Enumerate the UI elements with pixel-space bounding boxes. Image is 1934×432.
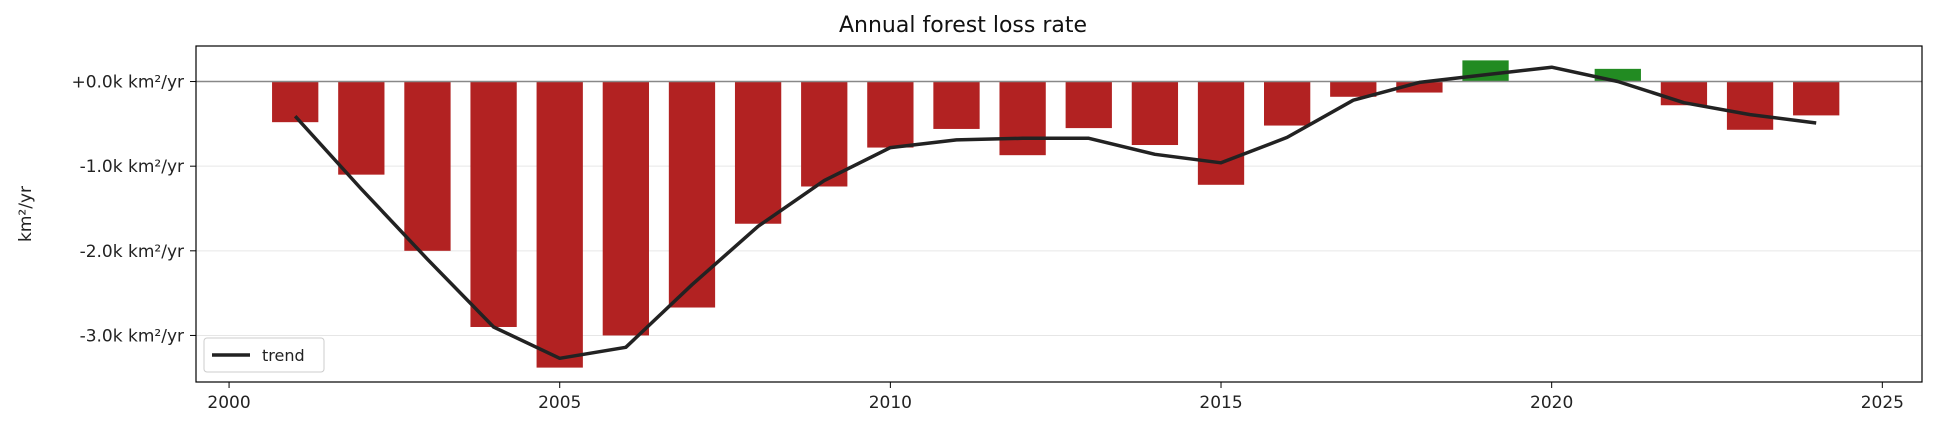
bar [1065, 81, 1112, 129]
bar [1330, 81, 1377, 97]
plot-frame [195, 45, 1923, 383]
bar [338, 81, 385, 175]
bar [470, 81, 517, 327]
bar [999, 81, 1046, 156]
bar [272, 81, 319, 123]
bar [801, 81, 848, 187]
bar [536, 81, 583, 368]
legend: trend [203, 337, 325, 373]
x-tick-label: 2005 [538, 393, 581, 413]
trend-line [293, 65, 1817, 361]
bar [404, 81, 451, 251]
bar [1726, 81, 1774, 130]
bar [668, 81, 716, 308]
y-axis-ticks: +0.0k km²/yr -1.0k km²/yr -2.0k km²/yr -3.0… [71, 73, 196, 346]
chart-title: Annual forest loss rate [839, 13, 1087, 38]
x-tick-label: 2020 [1530, 393, 1573, 413]
bar [1197, 81, 1245, 185]
x-tick-label: 2025 [1861, 393, 1904, 413]
x-tick-label: 2010 [869, 393, 912, 413]
bar [602, 81, 649, 336]
grid-lines [196, 165, 1922, 336]
y-tick-label: -2.0k km²/yr [80, 242, 184, 262]
bar [933, 81, 980, 129]
x-tick-label: 2015 [1199, 393, 1242, 413]
bar [1264, 81, 1311, 126]
x-tick-label: 2000 [207, 393, 250, 413]
bar-series [272, 60, 1840, 368]
y-tick-label: -1.0k km²/yr [80, 157, 184, 177]
x-axis-ticks: 2000 2005 2010 2015 2020 2025 [207, 382, 1904, 413]
legend-box [203, 337, 325, 373]
legend-trend-label: trend [262, 346, 305, 365]
bar [734, 81, 782, 224]
bar [1396, 81, 1443, 93]
bar [867, 81, 914, 148]
y-tick-label: -3.0k km²/yr [80, 326, 184, 346]
bar [1131, 81, 1179, 146]
y-axis-label: km²/yr [16, 186, 36, 242]
bar [1793, 81, 1840, 116]
y-tick-label: +0.0k km²/yr [71, 73, 184, 93]
trend-series [293, 65, 1817, 361]
